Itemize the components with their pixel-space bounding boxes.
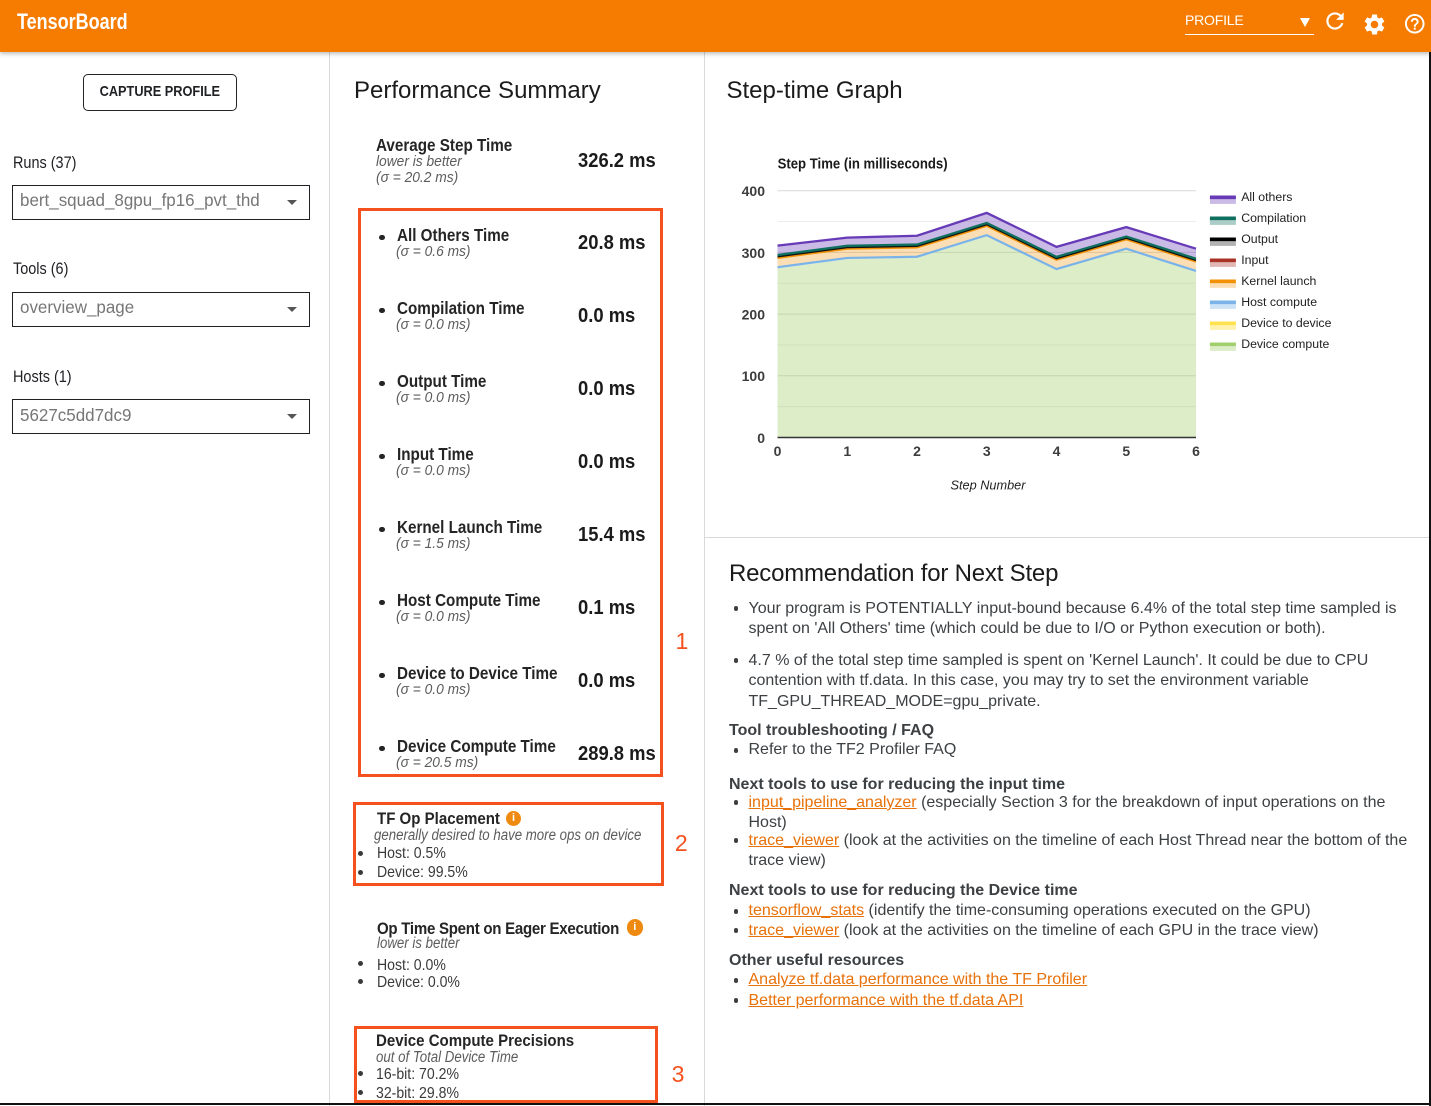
svg-text:6: 6: [1192, 443, 1200, 459]
svg-text:Input: Input: [1241, 253, 1269, 267]
svg-text:1: 1: [843, 443, 851, 459]
svg-text:Compilation: Compilation: [1241, 211, 1306, 225]
svg-text:5: 5: [1122, 443, 1130, 459]
svg-text:400: 400: [742, 183, 766, 199]
svg-text:Kernel launch: Kernel launch: [1241, 274, 1316, 288]
svg-text:2: 2: [913, 443, 921, 459]
svg-text:Step Number: Step Number: [951, 479, 1027, 493]
svg-text:Device compute: Device compute: [1241, 337, 1329, 351]
svg-text:100: 100: [742, 368, 766, 384]
svg-text:0: 0: [757, 430, 765, 446]
svg-text:300: 300: [742, 245, 766, 261]
svg-text:All others: All others: [1241, 190, 1292, 204]
svg-text:Step Time (in milliseconds): Step Time (in milliseconds): [778, 156, 948, 173]
svg-text:Device to device: Device to device: [1241, 316, 1331, 330]
svg-text:4: 4: [1053, 443, 1061, 459]
svg-text:Host compute: Host compute: [1241, 295, 1317, 309]
svg-text:Output: Output: [1241, 232, 1278, 246]
svg-text:3: 3: [983, 443, 991, 459]
svg-text:200: 200: [742, 307, 766, 323]
svg-text:0: 0: [774, 443, 782, 459]
